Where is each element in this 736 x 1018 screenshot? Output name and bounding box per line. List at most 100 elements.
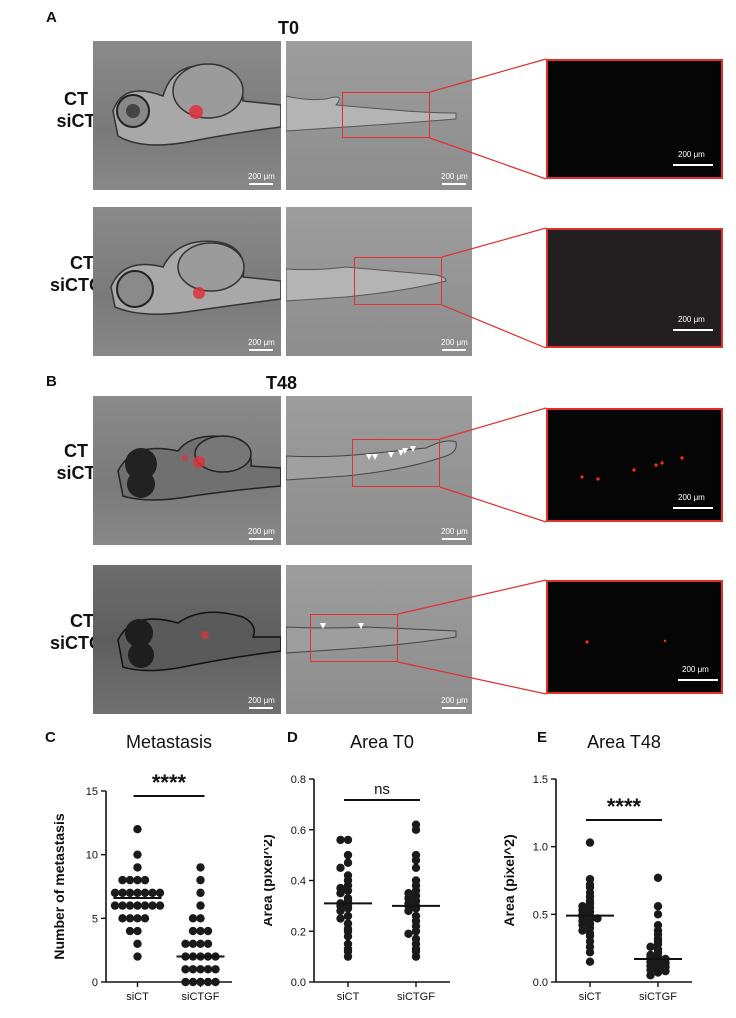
data-point — [188, 914, 198, 923]
data-point — [188, 977, 198, 987]
data-point — [133, 926, 142, 936]
panel-letter-e: E — [537, 729, 548, 746]
image-t0-sict-head: 200 μm — [93, 41, 281, 190]
data-point — [110, 888, 120, 898]
zoom-region — [310, 614, 398, 662]
data-point — [196, 901, 205, 910]
scalebar-label: 200 μm — [248, 338, 275, 347]
scalebar — [249, 538, 273, 540]
fluorescent-foci — [585, 639, 667, 644]
data-point — [653, 873, 663, 882]
data-point — [110, 901, 120, 910]
scalebar — [673, 507, 713, 509]
data-point — [336, 888, 345, 898]
data-point — [343, 904, 353, 913]
y-tick-label: 1.5 — [533, 774, 548, 786]
y-axis-label: Number of metastasis — [51, 813, 67, 959]
data-point — [203, 977, 213, 987]
image-t48-sictgf-head: 200 μm — [93, 565, 281, 714]
data-point — [181, 977, 190, 987]
significance-label: ns — [374, 781, 390, 798]
larva-tail — [286, 95, 457, 132]
scalebar — [673, 329, 713, 331]
connector-line — [397, 661, 547, 695]
data-point — [646, 971, 655, 980]
data-point — [181, 965, 190, 974]
data-point — [653, 910, 663, 919]
data-point — [133, 914, 142, 923]
data-point — [148, 888, 157, 898]
data-point — [411, 825, 421, 834]
significance-label: **** — [607, 794, 642, 819]
scalebar-label: 200 μm — [682, 665, 709, 674]
image-t48-sict-head: 200 μm — [93, 396, 281, 545]
data-point — [133, 939, 142, 948]
data-point — [646, 942, 655, 952]
data-point — [140, 901, 150, 910]
title-t0: T0 — [278, 18, 300, 38]
y-tick-label: 0.4 — [291, 876, 306, 888]
data-point — [211, 965, 220, 974]
data-point — [196, 875, 205, 885]
larva-head — [117, 611, 281, 672]
scalebar — [249, 349, 273, 351]
data-point — [125, 926, 135, 936]
zoom-region — [352, 439, 440, 487]
scalebar-label: 200 μm — [441, 172, 468, 181]
scalebar — [442, 707, 466, 709]
larva-tail — [286, 266, 447, 302]
y-tick-label: 0.8 — [291, 774, 306, 786]
data-point — [203, 965, 213, 974]
scalebar — [673, 164, 713, 166]
inset-t0-sict-fluorescence: 200 μm — [546, 59, 723, 179]
chart-title: Area T0 — [350, 732, 414, 752]
connector-line — [439, 407, 547, 440]
row-label-ct-sict: CT siCT — [36, 88, 116, 132]
metastasis-arrowheads — [366, 446, 416, 460]
panel-letter-a: A — [46, 9, 57, 26]
y-tick-label: 0.6 — [291, 825, 306, 837]
x-tick-label: siCTGF — [397, 991, 435, 1003]
y-tick-label: 0.2 — [291, 926, 306, 938]
label-ct: CT — [64, 89, 88, 109]
metastasis-arrowheads — [320, 623, 364, 629]
data-point — [118, 875, 127, 885]
scalebar — [442, 183, 466, 185]
label-ct: CT — [70, 611, 94, 631]
chart-title: Metastasis — [126, 732, 212, 752]
scalebar-label: 200 μm — [248, 696, 275, 705]
connector-line — [441, 304, 547, 349]
significance-label: **** — [152, 770, 187, 795]
data-point — [148, 901, 157, 910]
image-t48-sictgf-tail: 200 μm — [286, 565, 472, 714]
y-tick-label: 0.0 — [291, 977, 306, 989]
data-point — [336, 835, 345, 845]
chart-metastasis: Metastasis Number of metastasis 0 5 10 15 siCT… — [51, 732, 232, 1003]
data-point — [133, 850, 142, 859]
connector-line — [429, 137, 547, 180]
data-point — [336, 914, 345, 923]
data-point — [661, 966, 670, 976]
scalebar — [249, 707, 273, 709]
fluorescent-foci — [580, 456, 684, 481]
data-point — [188, 926, 198, 936]
scalebar — [249, 183, 273, 185]
connector-line — [439, 486, 547, 523]
data-point — [188, 965, 198, 974]
data-point — [140, 888, 150, 898]
panel-letter-c: C — [45, 729, 56, 746]
chart-area-t0: Area T0 Area (pixel^2) 0.0 0.2 0.4 0.6 0.8 siCT… — [264, 732, 450, 1003]
y-tick-label: 15 — [86, 786, 98, 798]
data-point — [133, 863, 142, 872]
label-sict: siCT — [56, 111, 96, 131]
label-ct: CT — [64, 441, 88, 461]
data-point — [411, 927, 421, 936]
image-t0-sictgf-tail: 200 μm — [286, 207, 472, 356]
data-point — [343, 952, 353, 961]
panel-letter-d: D — [287, 729, 298, 746]
data-point — [118, 888, 127, 898]
data-point — [343, 886, 353, 895]
data-point — [118, 914, 127, 923]
data-point — [653, 968, 663, 977]
y-tick-label: 10 — [86, 850, 98, 862]
